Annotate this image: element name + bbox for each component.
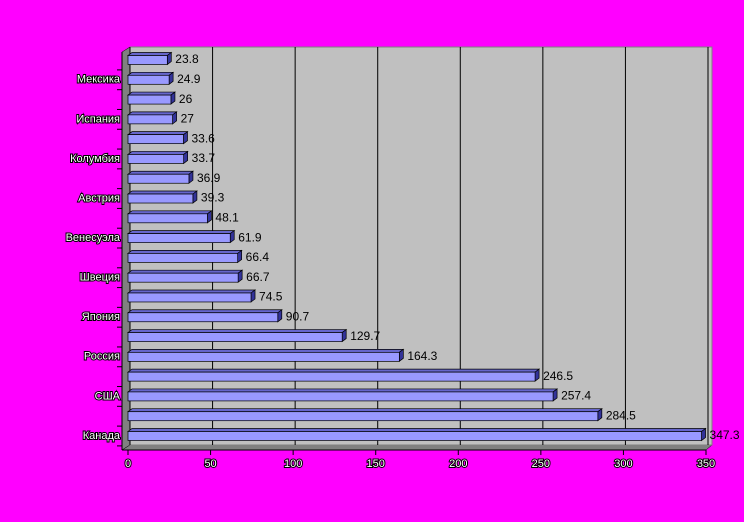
value-label: 39.3 — [201, 191, 225, 205]
x-tick-label: 250 — [532, 458, 550, 470]
bar — [127, 292, 252, 303]
value-label: 66.4 — [246, 250, 270, 264]
bar — [127, 74, 170, 85]
value-label: 23.8 — [175, 52, 199, 66]
bar-top — [126, 348, 405, 353]
value-label: 284.5 — [606, 408, 636, 422]
side-wall — [121, 46, 131, 451]
bar-top — [126, 170, 194, 175]
bar — [127, 154, 185, 164]
bar-top — [126, 210, 213, 215]
y-tick-label: Россия — [84, 351, 120, 363]
y-tick-label: Австрия — [78, 192, 120, 204]
bar — [127, 253, 239, 263]
bar-top — [126, 368, 541, 373]
value-label: 24.9 — [177, 72, 201, 86]
bar — [127, 351, 400, 362]
value-label: 36.9 — [197, 171, 221, 185]
bar-top — [126, 408, 603, 413]
bar — [127, 312, 279, 323]
bar-top — [126, 52, 173, 56]
value-label: 33.7 — [192, 151, 216, 165]
x-tick-label: 100 — [284, 458, 302, 470]
y-tick-label: США — [95, 390, 121, 402]
value-label: 246.5 — [543, 369, 573, 383]
y-tick-label: Швеция — [80, 272, 120, 284]
bar-top — [126, 71, 175, 76]
bar — [127, 411, 599, 422]
value-label: 27 — [181, 112, 195, 126]
bar-top — [126, 111, 178, 116]
bar — [127, 55, 168, 65]
bar — [127, 371, 536, 382]
bar — [127, 431, 702, 441]
bar-top — [126, 230, 236, 234]
value-label: 66.7 — [246, 270, 270, 284]
bar-top — [126, 329, 348, 333]
bar-top — [126, 250, 243, 254]
bar — [127, 213, 208, 224]
value-label: 347.3 — [710, 428, 740, 442]
y-tick-label: Венесуэла — [66, 232, 121, 244]
value-label: 61.9 — [238, 230, 262, 244]
x-tick-label: 50 — [204, 458, 216, 470]
bar — [127, 173, 190, 184]
plot-area — [129, 46, 713, 446]
value-label: 257.4 — [561, 389, 591, 403]
bar — [127, 332, 343, 342]
value-label: 48.1 — [215, 210, 239, 224]
y-tick-label: Канада — [83, 430, 121, 442]
bar-top — [126, 269, 244, 274]
bar-top — [126, 309, 283, 314]
bar — [127, 94, 172, 105]
bar-top — [126, 388, 559, 393]
y-tick-label: Испания — [76, 113, 120, 125]
bar — [127, 272, 239, 283]
x-tick-label: 150 — [367, 458, 385, 470]
value-label: 26 — [179, 92, 193, 106]
y-tick-label: Япония — [82, 311, 120, 323]
bar — [127, 114, 173, 125]
bar-top — [126, 428, 707, 432]
bar — [127, 193, 194, 204]
value-label: 164.3 — [407, 349, 437, 363]
x-tick-label: 350 — [697, 458, 715, 470]
y-tick-label: Мексика — [77, 74, 121, 86]
bar — [127, 134, 184, 145]
y-tick-label: Колумбия — [70, 153, 120, 165]
bar — [127, 391, 554, 402]
floor — [121, 444, 713, 451]
value-label: 74.5 — [259, 290, 283, 304]
x-tick-label: 300 — [614, 458, 632, 470]
bar-top — [126, 151, 189, 155]
bar — [127, 233, 231, 243]
value-label: 129.7 — [350, 329, 380, 343]
bar-top — [126, 91, 176, 96]
x-tick-label: 200 — [449, 458, 467, 470]
bar-top — [126, 131, 189, 136]
bar-top — [126, 289, 257, 294]
x-tick-label: 0 — [125, 458, 131, 470]
value-label: 33.6 — [191, 131, 215, 145]
bar-top — [126, 190, 198, 195]
value-label: 90.7 — [286, 309, 310, 323]
